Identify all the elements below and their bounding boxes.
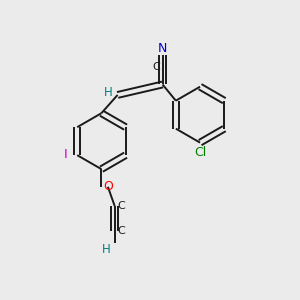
Text: I: I [64,148,68,161]
Text: Cl: Cl [194,146,207,159]
Text: O: O [103,180,113,193]
Text: C: C [152,62,160,72]
Text: H: H [101,243,110,256]
Text: C: C [117,226,125,236]
Text: C: C [117,201,125,211]
Text: N: N [158,42,167,55]
Text: H: H [104,86,112,99]
